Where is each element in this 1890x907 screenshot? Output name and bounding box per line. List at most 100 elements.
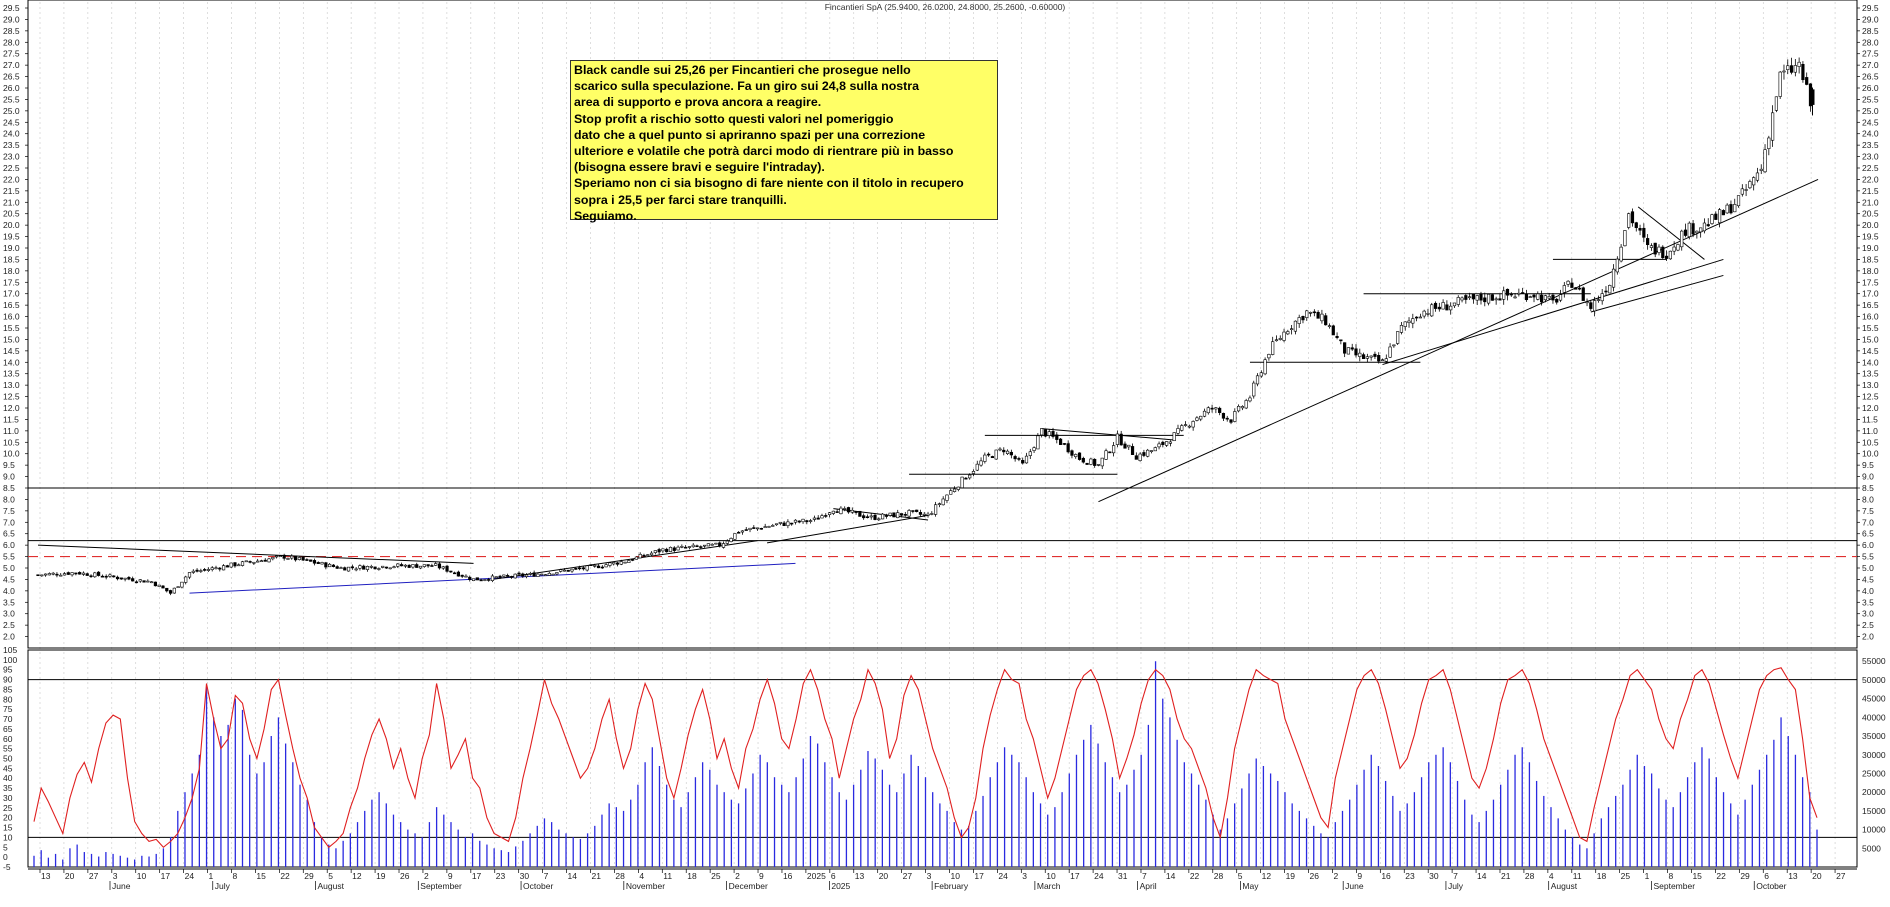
candle-body	[1415, 316, 1419, 319]
candle-body	[839, 507, 843, 515]
candle-body	[1373, 353, 1377, 357]
y-tick-label: 10.5	[1862, 437, 1879, 447]
candle-body	[1740, 188, 1744, 195]
x-day-label: 29	[304, 871, 314, 881]
candle-body	[1028, 451, 1032, 456]
candle-body	[40, 574, 44, 577]
candle-body	[990, 456, 995, 459]
candle-body	[1043, 429, 1048, 437]
candle-body	[365, 566, 370, 570]
x-month-label: August	[318, 881, 345, 891]
candle-body	[434, 563, 438, 566]
volume-tick-label: 35000	[1862, 731, 1886, 741]
y-tick-label: 28.0	[3, 37, 20, 47]
candle-body	[1146, 449, 1150, 457]
candle-body	[710, 543, 714, 546]
candle-body	[1517, 292, 1521, 295]
candle-body	[1248, 397, 1252, 402]
x-month-label: September	[1653, 881, 1695, 891]
candle-body	[131, 578, 135, 582]
x-day-label: 10	[137, 871, 147, 881]
candle-body	[1490, 294, 1494, 301]
candle-body	[892, 512, 896, 518]
candle-body	[1763, 149, 1767, 173]
candle-body	[1502, 290, 1506, 300]
x-day-label: 20	[65, 871, 75, 881]
y-tick-label: 18.5	[3, 254, 20, 264]
candle-body	[490, 575, 495, 581]
y-tick-label: 8.5	[1862, 483, 1874, 493]
candle-body	[896, 512, 900, 519]
candle-body	[1782, 70, 1786, 73]
candle-body	[1093, 458, 1097, 466]
candle-body	[1392, 344, 1396, 347]
candle-body	[1611, 268, 1616, 288]
y-tick-label: 22.0	[3, 174, 20, 184]
candle-body	[339, 567, 343, 569]
y-tick-label: 16.5	[1862, 300, 1879, 310]
candle-body	[312, 560, 317, 564]
candle-body	[1483, 297, 1487, 303]
candle-body	[1721, 210, 1725, 216]
x-day-label: 2	[1333, 871, 1338, 881]
candle-body	[786, 521, 790, 527]
candle-body	[1748, 181, 1752, 189]
candle-body	[115, 576, 120, 580]
candle-body	[456, 571, 460, 577]
candle-body	[399, 564, 404, 567]
candle-body	[975, 463, 979, 471]
x-month-label: May	[1242, 881, 1259, 891]
x-day-label: 22	[280, 871, 290, 881]
candle-body	[1418, 316, 1422, 319]
x-day-label: 25	[711, 871, 721, 881]
y-tick-label: 22.0	[1862, 174, 1879, 184]
x-day-label: 27	[89, 871, 99, 881]
candle-body	[1112, 445, 1116, 454]
candle-body	[1468, 296, 1472, 299]
candle-body	[521, 573, 525, 577]
candle-body	[108, 574, 112, 577]
trendline	[37, 544, 474, 564]
x-day-label: 4	[639, 871, 644, 881]
x-day-label: 30	[520, 871, 530, 881]
candle-body	[176, 586, 180, 588]
x-day-label: 9	[448, 871, 453, 881]
candle-body	[1058, 438, 1063, 445]
candle-body	[70, 572, 74, 576]
y-tick-label: 29.0	[3, 14, 20, 24]
candle-body	[1649, 245, 1654, 248]
candle-body	[1388, 346, 1392, 358]
candle-body	[225, 565, 229, 568]
x-day-label: 18	[687, 871, 697, 881]
candle-body	[827, 512, 832, 515]
candle-body	[305, 559, 309, 561]
candle-body	[195, 569, 199, 572]
candle-body	[1320, 313, 1324, 322]
candle-body	[1191, 421, 1195, 428]
candle-body	[1759, 168, 1763, 171]
candle-body	[271, 556, 275, 560]
y-tick-label: 12.5	[3, 392, 20, 402]
candle-body	[1664, 255, 1669, 259]
candle-body	[418, 565, 423, 569]
y-tick-label: 19.5	[1862, 232, 1879, 242]
candle-body	[1255, 375, 1260, 385]
candle-body	[971, 471, 976, 474]
x-day-label: 5	[328, 871, 333, 881]
y-tick-label: 14.0	[3, 357, 20, 367]
candle-body	[1672, 246, 1676, 252]
candle-body	[854, 511, 858, 513]
y-tick-label: 26.0	[3, 83, 20, 93]
candle-body	[865, 516, 870, 518]
candle-body	[441, 566, 445, 569]
x-month-label: June	[1345, 881, 1364, 891]
candle-body	[759, 527, 763, 530]
candle-body	[184, 576, 188, 583]
x-day-label: 23	[1405, 871, 1415, 881]
candle-body	[1589, 302, 1593, 309]
candle-body	[93, 572, 97, 578]
candle-body	[1604, 290, 1608, 293]
y-tick-label: 15.5	[1862, 323, 1879, 333]
candle-body	[1600, 293, 1604, 302]
y-tick-label: 14.5	[3, 346, 20, 356]
